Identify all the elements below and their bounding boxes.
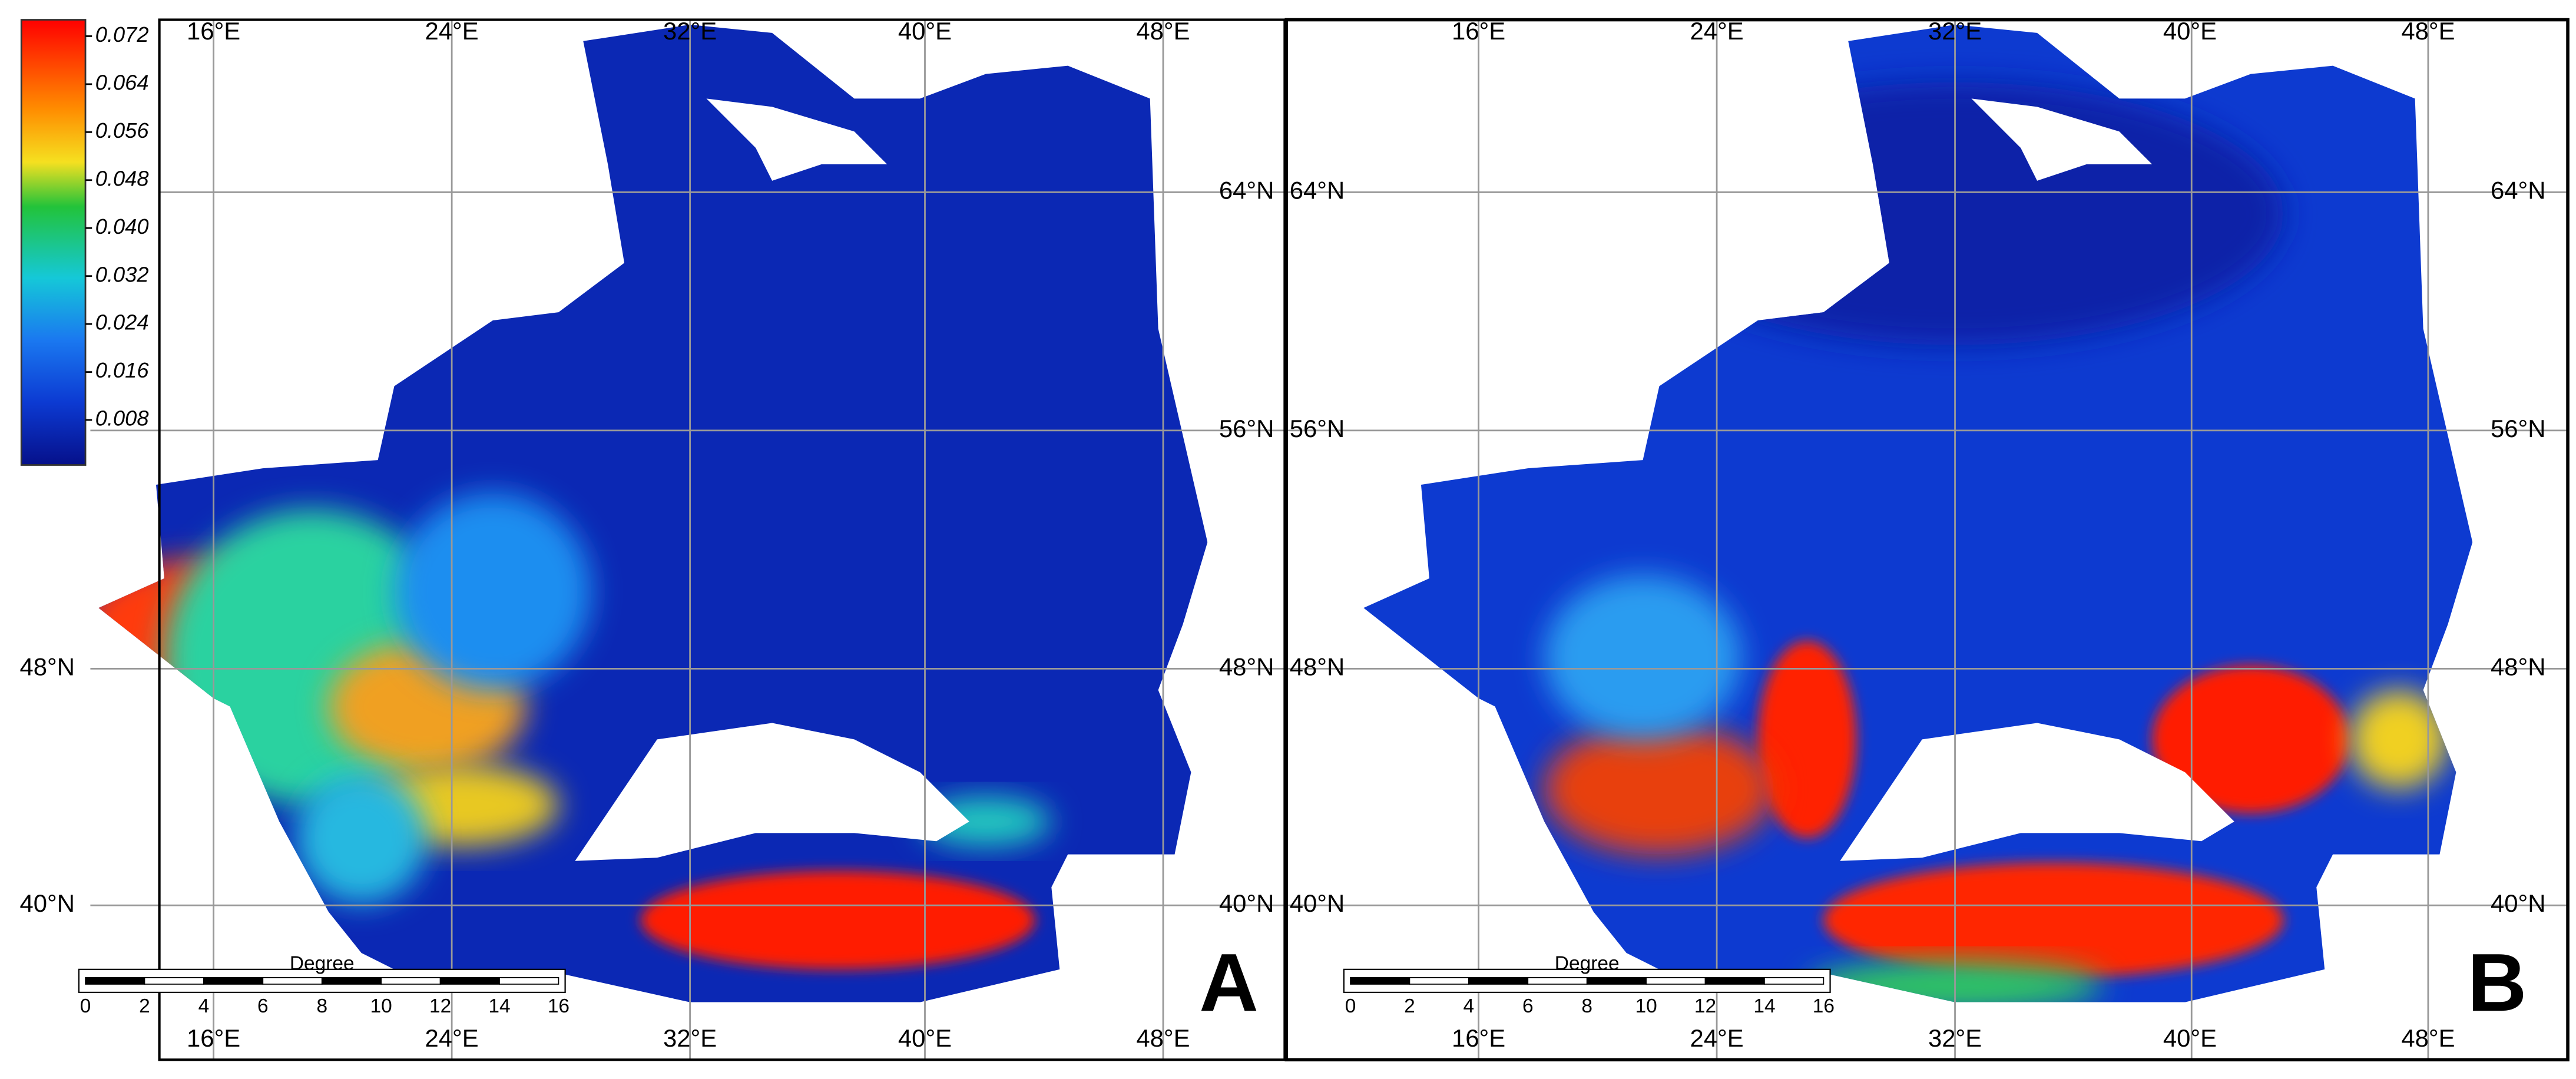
scale-bar-segment [499, 977, 559, 985]
scale-tick-label: 0 [80, 995, 91, 1017]
scale-bar-segment [203, 977, 264, 985]
colorbar-label: 0.024 [95, 310, 149, 335]
lat-label-left: 40°N [1290, 889, 1345, 917]
scale-tick-label: 16 [548, 995, 569, 1017]
scale-bar-segment [1527, 977, 1588, 985]
lon-label-bottom: 40°E [2163, 1024, 2217, 1052]
scale-tick-label: 0 [1345, 995, 1356, 1017]
scale-bar-segment [1645, 977, 1706, 985]
lat-label-left: 40°N [19, 889, 74, 917]
lon-label-bottom: 16°E [187, 1024, 240, 1052]
colorbar-label: 0.008 [95, 406, 149, 431]
scale-tick-label: 14 [488, 995, 510, 1017]
lon-label-bottom: 48°E [2401, 1024, 2455, 1052]
lon-label-bottom: 48°E [1136, 1024, 1190, 1052]
lon-label-top: 48°E [2401, 17, 2455, 45]
scale-tick-label: 2 [139, 995, 150, 1017]
colorbar-label: 0.056 [95, 118, 150, 143]
scale-tick-label: 16 [1813, 995, 1835, 1017]
scale-bar-segment [262, 977, 323, 985]
colorbar-label: 0.032 [95, 262, 149, 286]
lon-label-top: 40°E [2163, 17, 2217, 45]
lon-label-top: 24°E [1690, 17, 1743, 45]
lon-label-bottom: 24°E [1690, 1024, 1743, 1052]
panel-a-map [98, 24, 1208, 1002]
scale-bar-segment [85, 977, 145, 985]
scale-tick-label: 8 [316, 995, 327, 1017]
scale-bar-segment [321, 977, 382, 985]
lon-label-bottom: 24°E [425, 1024, 479, 1052]
scale-bar-segment [1468, 977, 1529, 985]
scale-tick-label: 4 [1464, 995, 1475, 1017]
lon-label-top: 16°E [187, 17, 240, 45]
lat-label-right: 56°N [2491, 415, 2545, 442]
scale-bar-segment [1350, 977, 1410, 985]
lon-label-top: 24°E [425, 17, 479, 45]
lat-label-left: 56°N [1290, 415, 1345, 442]
scale-tick-label: 6 [257, 995, 269, 1017]
scale-bar-segment [1764, 977, 1825, 985]
lon-label-bottom: 32°E [1928, 1024, 1982, 1052]
scale-tick-label: 10 [1635, 995, 1657, 1017]
panel-b-map [1363, 24, 2473, 1002]
colorbar-label: 0.040 [95, 214, 149, 239]
scale-bar-segment [1704, 977, 1765, 985]
lat-label-right: 56°N [1219, 415, 1274, 442]
lon-label-top: 40°E [898, 17, 952, 45]
lon-label-top: 32°E [1928, 17, 1982, 45]
scale-bar-segment [1409, 977, 1469, 985]
colorbar-label: 0.048 [95, 166, 149, 190]
scale-unit: Degree [1555, 952, 1620, 974]
scale-tick-label: 4 [198, 995, 210, 1017]
scale-tick-label: 8 [1581, 995, 1592, 1017]
panel-b-frame [1284, 18, 2570, 1062]
scale-bar-segment [380, 977, 441, 985]
lat-label-right: 40°N [1219, 889, 1274, 917]
panel-letter: B [2468, 936, 2527, 1028]
scale-tick-label: 12 [429, 995, 451, 1017]
colorbar [20, 19, 87, 466]
colorbar-label: 0.064 [95, 70, 149, 94]
lon-label-top: 48°E [1136, 17, 1190, 45]
lat-label-right: 64°N [2491, 176, 2545, 204]
panel-letter: A [1199, 936, 1259, 1028]
colorbar-label: 0.016 [95, 358, 150, 382]
scale-tick-label: 2 [1404, 995, 1415, 1017]
graticule [90, 19, 2568, 1060]
lat-label-left: 64°N [1290, 176, 1345, 204]
lat-label-right: 48°N [2491, 653, 2545, 680]
lat-label-left: 48°N [1290, 653, 1345, 680]
scale-bar-segment [1586, 977, 1647, 985]
scale-tick-label: 12 [1694, 995, 1716, 1017]
lat-label-right: 64°N [1219, 176, 1274, 204]
lat-label-right: 40°N [2491, 889, 2545, 917]
lat-label-left: 48°N [19, 653, 74, 680]
scale-unit: Degree [290, 952, 355, 974]
seas [575, 98, 2234, 861]
scale-bar-segment [144, 977, 204, 985]
lon-label-bottom: 16°E [1452, 1024, 1505, 1052]
scale-tick-label: 10 [370, 995, 392, 1017]
lat-label-right: 48°N [1219, 653, 1274, 680]
lon-label-bottom: 40°E [898, 1024, 952, 1052]
scale-tick-label: 6 [1522, 995, 1534, 1017]
scale-tick-label: 14 [1753, 995, 1775, 1017]
lon-label-top: 32°E [663, 17, 717, 45]
scale-bar-segment [439, 977, 500, 985]
lon-label-bottom: 32°E [663, 1024, 717, 1052]
colorbar-label: 0.072 [95, 22, 149, 47]
lon-label-top: 16°E [1452, 17, 1505, 45]
